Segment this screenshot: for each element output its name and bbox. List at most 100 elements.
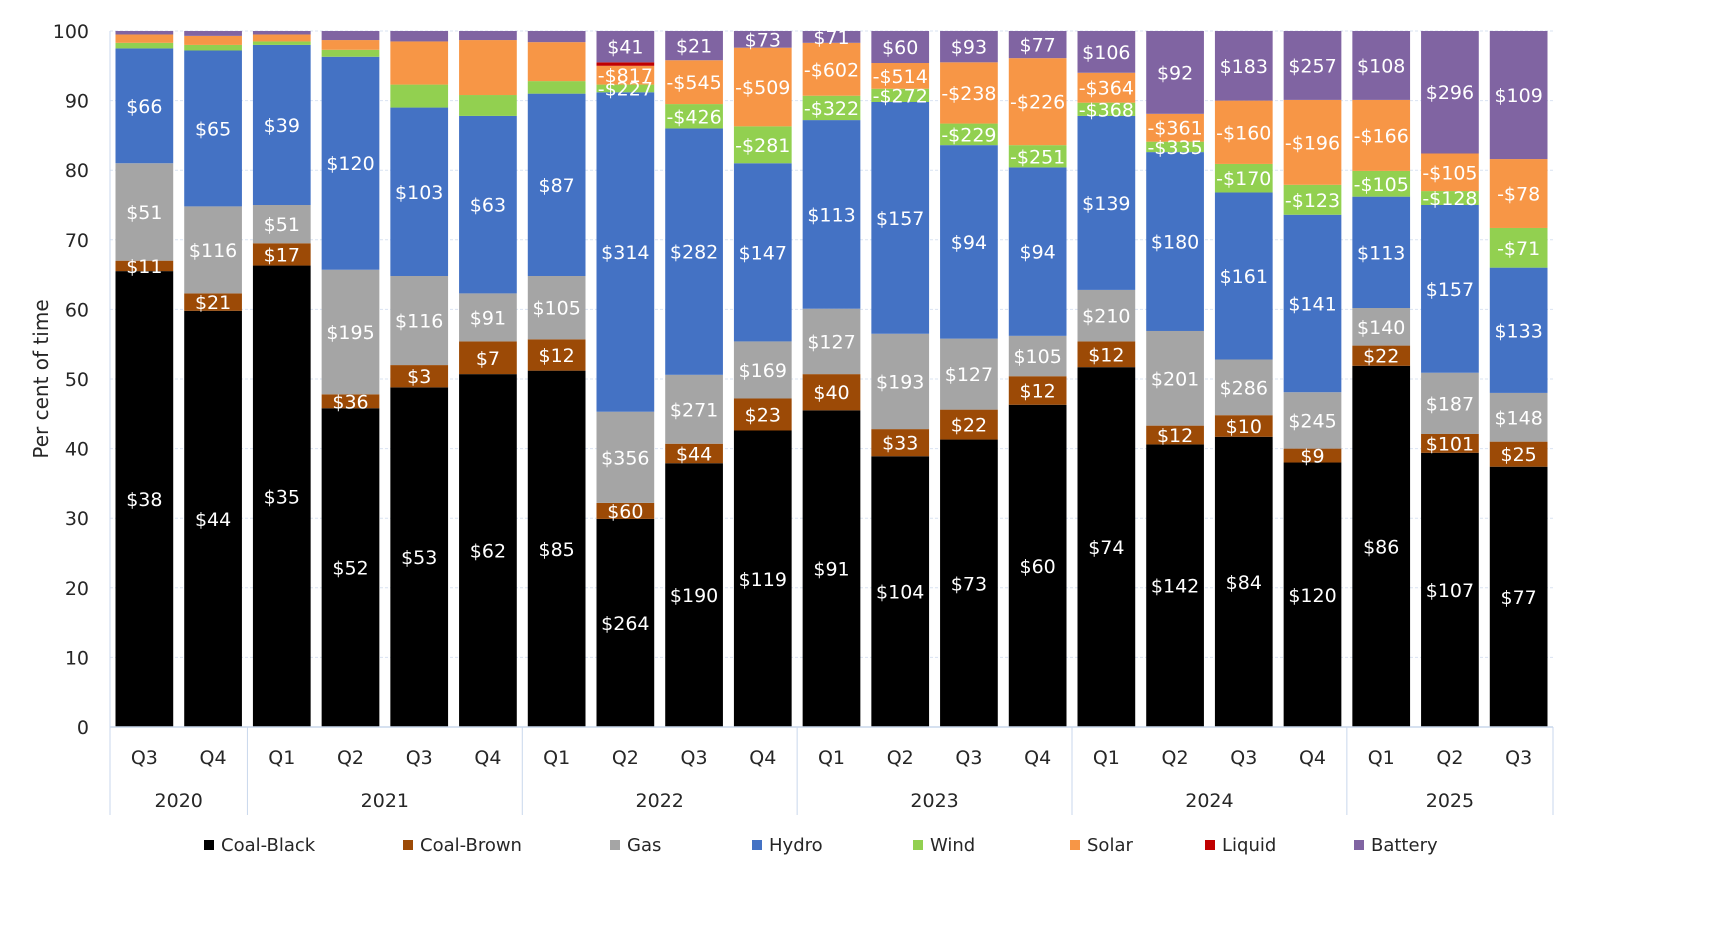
x-group-label: 2023 xyxy=(910,790,958,812)
data-label: $74 xyxy=(1088,537,1124,559)
x-tick-label: Q2 xyxy=(887,747,914,769)
data-labels: $38 $11 $51 $66 $44 $21 $116 $65 $35 $17 $51 $39 $52… xyxy=(126,27,1543,635)
bar-segment-solar xyxy=(1214,100,1273,164)
data-label: $190 xyxy=(670,585,718,607)
x-group-label: 2025 xyxy=(1426,790,1474,812)
bar-segment-solar xyxy=(252,34,311,42)
data-label: -$545 xyxy=(666,72,721,94)
legend-label: Hydro xyxy=(769,835,823,856)
data-label: $271 xyxy=(670,399,718,421)
data-label: $133 xyxy=(1494,320,1542,342)
bar-segment-hydro xyxy=(1077,115,1136,290)
data-label: -$226 xyxy=(1010,92,1065,114)
data-label: -$227 xyxy=(598,78,653,100)
bar-segment-coal-brown xyxy=(459,341,517,375)
data-label: -$335 xyxy=(1147,137,1202,159)
data-label: -$322 xyxy=(804,98,859,120)
data-label: $73 xyxy=(745,29,781,51)
bar-segment-gas xyxy=(1077,289,1136,342)
legend-label: Solar xyxy=(1087,835,1133,856)
bar-segment-coal-brown xyxy=(1146,425,1204,445)
data-label: -$426 xyxy=(666,106,721,128)
x-tick-label: Q3 xyxy=(681,747,708,769)
data-label: $12 xyxy=(1020,380,1056,402)
y-axis-title: Per cent of time xyxy=(29,299,53,458)
bar-segment-coal-black xyxy=(459,374,517,727)
y-tick-label: 40 xyxy=(65,439,89,461)
bar-segment-coal-black xyxy=(733,430,792,727)
bar-segment-gas xyxy=(1489,392,1548,442)
data-label: $296 xyxy=(1426,82,1474,104)
data-label: $87 xyxy=(539,175,575,197)
data-label: $71 xyxy=(813,27,849,49)
bar-segment-coal-black xyxy=(1421,452,1479,727)
x-tick-label: Q3 xyxy=(406,747,433,769)
bar-segment-hydro xyxy=(733,163,792,342)
data-label: $187 xyxy=(1426,393,1474,415)
x-tick-label: Q2 xyxy=(1162,747,1189,769)
y-tick-label: 80 xyxy=(65,160,89,182)
data-label: $116 xyxy=(189,240,237,262)
bar-segment-wind xyxy=(115,42,174,49)
bar-segment-wind xyxy=(1214,163,1273,193)
bar-segment-wind xyxy=(596,84,655,93)
bar-segment-wind xyxy=(527,81,586,94)
data-label: $53 xyxy=(401,547,437,569)
bar-segment-hydro xyxy=(1283,214,1342,393)
bar-segment-hydro xyxy=(459,115,517,294)
bar-segment-wind xyxy=(871,88,930,102)
bar-segment-solar xyxy=(321,40,380,50)
legend-swatch-battery xyxy=(1354,840,1364,850)
data-label: $147 xyxy=(739,242,787,264)
data-label: $60 xyxy=(607,501,643,523)
data-label: $62 xyxy=(470,541,506,563)
data-label: -$364 xyxy=(1079,78,1134,100)
x-tick-label: Q4 xyxy=(749,747,776,769)
data-label: $23 xyxy=(745,404,781,426)
bar-segment-gas xyxy=(1146,330,1204,426)
bar-segment-solar xyxy=(596,65,655,85)
x-tick-label: Q4 xyxy=(474,747,501,769)
bar-segment-solar xyxy=(1489,159,1548,228)
bar-segment-hydro xyxy=(115,48,174,164)
data-label: $3 xyxy=(407,366,431,388)
bar-segment-coal-brown xyxy=(1008,376,1067,405)
bar-segment-solar xyxy=(1077,72,1136,103)
x-tick-label: Q4 xyxy=(1299,747,1326,769)
bar-segment-battery xyxy=(321,31,380,41)
bar-segment-gas xyxy=(940,338,998,410)
bar-segment-hydro xyxy=(390,107,449,276)
bar-segment-battery xyxy=(871,31,930,64)
bar-segment-coal-brown xyxy=(871,429,930,457)
data-label: $116 xyxy=(395,311,443,333)
bar-segment-coal-brown xyxy=(1421,433,1479,453)
bar-segment-coal-black xyxy=(596,518,655,727)
bar-segment-gas xyxy=(459,293,517,342)
bar-segment-battery xyxy=(733,31,792,48)
bar-segment-solar xyxy=(940,62,998,124)
x-group-label: 2020 xyxy=(155,790,203,812)
bar-segment-battery xyxy=(1489,31,1548,160)
data-label: $22 xyxy=(1363,346,1399,368)
bar-segment-hydro xyxy=(1008,167,1067,336)
bar-segment-gas xyxy=(390,275,449,366)
data-label: $120 xyxy=(326,153,374,175)
data-label: $107 xyxy=(1426,580,1474,602)
x-tick-label: Q4 xyxy=(1024,747,1051,769)
bar-segment-wind xyxy=(321,49,380,57)
bar-segment-coal-brown xyxy=(390,365,449,388)
y-tick-label: 20 xyxy=(65,578,89,600)
data-label: $141 xyxy=(1288,293,1336,315)
legend-label: Coal-Brown xyxy=(420,835,522,856)
bar-segment-coal-black xyxy=(527,370,586,727)
data-label: -$272 xyxy=(873,85,928,107)
data-label: -$78 xyxy=(1497,184,1540,206)
bar-segment-liquid xyxy=(596,62,655,66)
data-label: $92 xyxy=(1157,62,1193,84)
data-label: $314 xyxy=(601,242,649,264)
data-label: $40 xyxy=(813,382,849,404)
x-tick-label: Q1 xyxy=(268,747,295,769)
data-label: $91 xyxy=(813,559,849,581)
bar-segment-coal-black xyxy=(1077,367,1136,727)
